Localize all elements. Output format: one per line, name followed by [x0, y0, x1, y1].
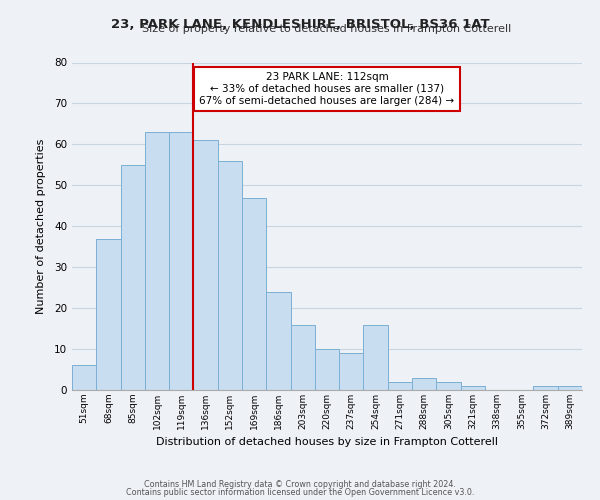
- Bar: [558, 386, 582, 390]
- Bar: [412, 378, 436, 390]
- Bar: [290, 324, 315, 390]
- Text: 23 PARK LANE: 112sqm
← 33% of detached houses are smaller (137)
67% of semi-deta: 23 PARK LANE: 112sqm ← 33% of detached h…: [199, 72, 455, 106]
- Bar: [339, 353, 364, 390]
- Text: Contains public sector information licensed under the Open Government Licence v3: Contains public sector information licen…: [126, 488, 474, 497]
- Bar: [266, 292, 290, 390]
- Text: 23, PARK LANE, KENDLESHIRE, BRISTOL, BS36 1AT: 23, PARK LANE, KENDLESHIRE, BRISTOL, BS3…: [110, 18, 490, 30]
- Bar: [388, 382, 412, 390]
- Bar: [242, 198, 266, 390]
- Text: Contains HM Land Registry data © Crown copyright and database right 2024.: Contains HM Land Registry data © Crown c…: [144, 480, 456, 489]
- Bar: [96, 238, 121, 390]
- Bar: [533, 386, 558, 390]
- Bar: [364, 324, 388, 390]
- Bar: [169, 132, 193, 390]
- Bar: [193, 140, 218, 390]
- Bar: [72, 366, 96, 390]
- Bar: [218, 161, 242, 390]
- Bar: [145, 132, 169, 390]
- Y-axis label: Number of detached properties: Number of detached properties: [35, 138, 46, 314]
- Title: Size of property relative to detached houses in Frampton Cotterell: Size of property relative to detached ho…: [142, 24, 512, 34]
- Bar: [315, 349, 339, 390]
- Bar: [436, 382, 461, 390]
- Bar: [121, 165, 145, 390]
- X-axis label: Distribution of detached houses by size in Frampton Cotterell: Distribution of detached houses by size …: [156, 438, 498, 448]
- Bar: [461, 386, 485, 390]
